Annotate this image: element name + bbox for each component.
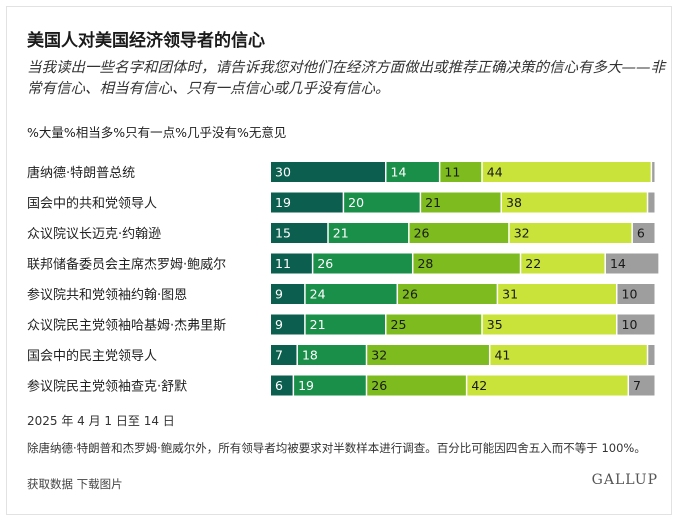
bar-segment [482,162,651,182]
data-label: 6 [275,378,283,393]
bar-segment [652,162,655,182]
bar-segment [498,284,616,304]
bar-segment [367,345,489,365]
gallup-logo: GALLUP [591,472,658,488]
category-label: 众议院议长迈克·约翰逊 [27,227,161,242]
data-label: 30 [275,165,291,180]
stacked-bar-chart: 唐纳德·特朗普总统 30 14 11 44 国会中的共和党领导人 19 20 21 38 众议院议长… [27,162,659,396]
data-label: 26 [317,256,333,271]
bar-segment [344,192,420,213]
footnote: 除唐纳德·特朗普和杰罗姆·鲍威尔外，所有领导者均被要求对半数样本进行调查。百分比… [27,441,646,455]
get-data-link[interactable]: 获取数据 [27,477,73,491]
data-label: 32 [514,226,530,241]
data-label: 19 [275,195,291,210]
data-label: 10 [622,287,638,302]
data-label: 25 [391,317,407,332]
data-label: 21 [333,226,349,241]
data-label: 41 [494,348,510,363]
bar-segment [632,223,655,243]
data-label: 21 [425,195,441,210]
data-label: 20 [348,195,364,210]
data-label: 6 [637,226,645,241]
data-label: 9 [275,317,283,332]
bar-segment [386,162,439,182]
bar-segment [521,253,605,274]
data-label: 38 [506,195,522,210]
bar-segment [367,375,466,396]
bar-segment [271,162,385,182]
data-label: 26 [371,378,387,393]
category-label: 参议院民主党领袖查克·舒默 [27,379,187,395]
data-label: 35 [487,317,503,332]
bar-segment [482,314,616,335]
chart-title: 美国人对美国经济领导者的信心 [27,31,265,51]
data-label: 14 [391,165,407,180]
bar-segment [629,375,655,396]
bar-segment [648,345,655,365]
data-label: 24 [310,287,326,302]
data-label: 11 [275,256,291,271]
survey-date: 2025 年 4 月 1 日至 14 日 [27,414,175,428]
category-label: 唐纳德·特朗普总统 [27,165,135,181]
bar-segment [502,192,647,213]
bar-segment [297,345,366,365]
bar-segment [271,284,305,304]
bar-segment [328,223,409,243]
bar-segment [617,314,655,335]
data-label: 14 [610,256,626,271]
data-label: 44 [487,165,503,180]
data-label: 22 [525,256,541,271]
data-label: 10 [622,317,638,332]
footer-links: 获取数据 下载图片 [27,476,123,492]
bar-segment [509,223,632,243]
data-label: 7 [633,378,641,393]
data-label: 15 [275,226,291,241]
chart-card [6,6,672,515]
bar-segment [648,192,655,213]
bar-segment [305,284,397,304]
data-label: 28 [417,256,433,271]
bar-segment [271,192,343,213]
bar-segment [467,375,628,396]
bar-segment [421,192,501,213]
bar-segment [294,375,366,396]
bar-segment [413,253,520,274]
bar-segment [271,223,328,243]
bar-segment [305,314,385,335]
bar-segment [313,253,412,274]
category-label: 国会中的共和党领导人 [27,196,157,212]
bar-segment [271,345,297,365]
legend: %大量%相当多%只有一点%几乎没有%无意见 [27,125,287,140]
bar-segment [386,314,482,335]
bar-segment [490,345,647,365]
download-image-link[interactable]: 下载图片 [76,477,123,491]
bar-segment [605,253,659,274]
data-label: 21 [310,317,326,332]
data-label: 19 [298,378,314,393]
bar-segment [271,253,312,274]
data-label: 7 [275,348,283,363]
data-label: 9 [275,287,283,302]
chart-subtitle: 当我读出一些名字和团体时，请告诉我您对他们在经济方面做出或推荐正确决策的信心有多… [27,60,665,97]
bar-segment [271,314,305,335]
data-label: 26 [402,287,418,302]
bar-segment [440,162,482,182]
category-label: 参议院共和党领袖约翰·图恩 [27,287,187,303]
category-label: 国会中的民主党领导人 [27,348,157,364]
data-label: 32 [371,348,387,363]
data-label: 42 [471,378,487,393]
bar-segment [271,375,293,396]
category-label: 众议院民主党领袖哈基姆·杰弗里斯 [27,319,226,334]
bar-segment [617,284,655,304]
data-label: 26 [414,226,430,241]
category-label: 联邦储备委员会主席杰罗姆·鲍威尔 [27,257,226,273]
data-label: 31 [502,287,518,302]
bar-segment [409,223,509,243]
data-label: 18 [302,348,318,363]
bar-segment [398,284,497,304]
data-label: 11 [444,165,460,180]
